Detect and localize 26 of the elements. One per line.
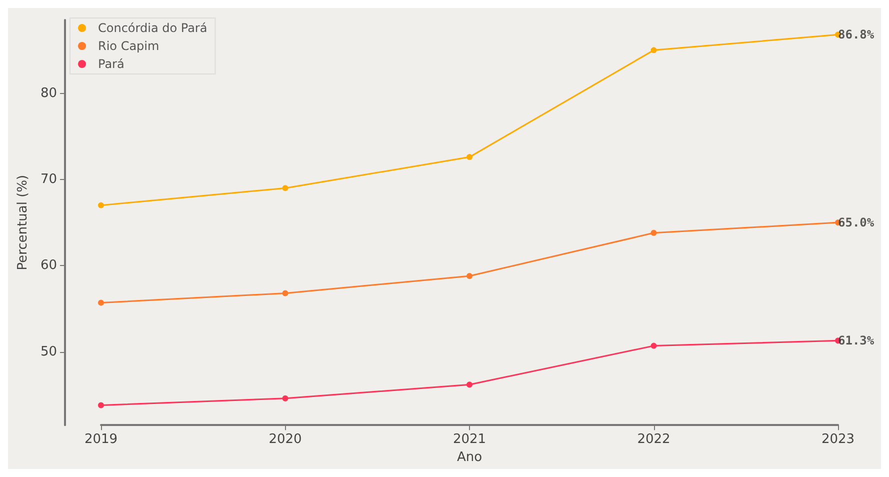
point	[282, 290, 288, 296]
point	[650, 47, 657, 54]
point	[466, 154, 472, 160]
legend-label: Pará	[98, 57, 124, 71]
x-axis-title: Ano	[456, 450, 482, 465]
x-tick-label: 2023	[821, 432, 855, 448]
x-tick-label: 2020	[268, 432, 302, 448]
y-tick-label: 70	[40, 172, 57, 187]
point	[98, 402, 104, 408]
point	[466, 382, 472, 388]
point	[98, 300, 104, 306]
point	[650, 230, 657, 236]
point	[282, 185, 288, 192]
legend-label: Rio Capim	[98, 39, 160, 53]
y-tick-label: 50	[40, 344, 57, 360]
point	[98, 202, 104, 208]
legend-label: Concórdia do Pará	[98, 21, 208, 35]
x-tick-label: 2019	[84, 432, 118, 448]
x-tick-label: 2021	[452, 432, 486, 448]
y-tick-label: 80	[40, 86, 57, 101]
y-tick-label: 60	[40, 258, 57, 274]
point	[466, 272, 472, 279]
point	[282, 395, 288, 402]
y-axis-title: Percentual (%)	[16, 174, 31, 270]
point	[650, 342, 657, 349]
x-tick-label: 2022	[637, 432, 670, 448]
